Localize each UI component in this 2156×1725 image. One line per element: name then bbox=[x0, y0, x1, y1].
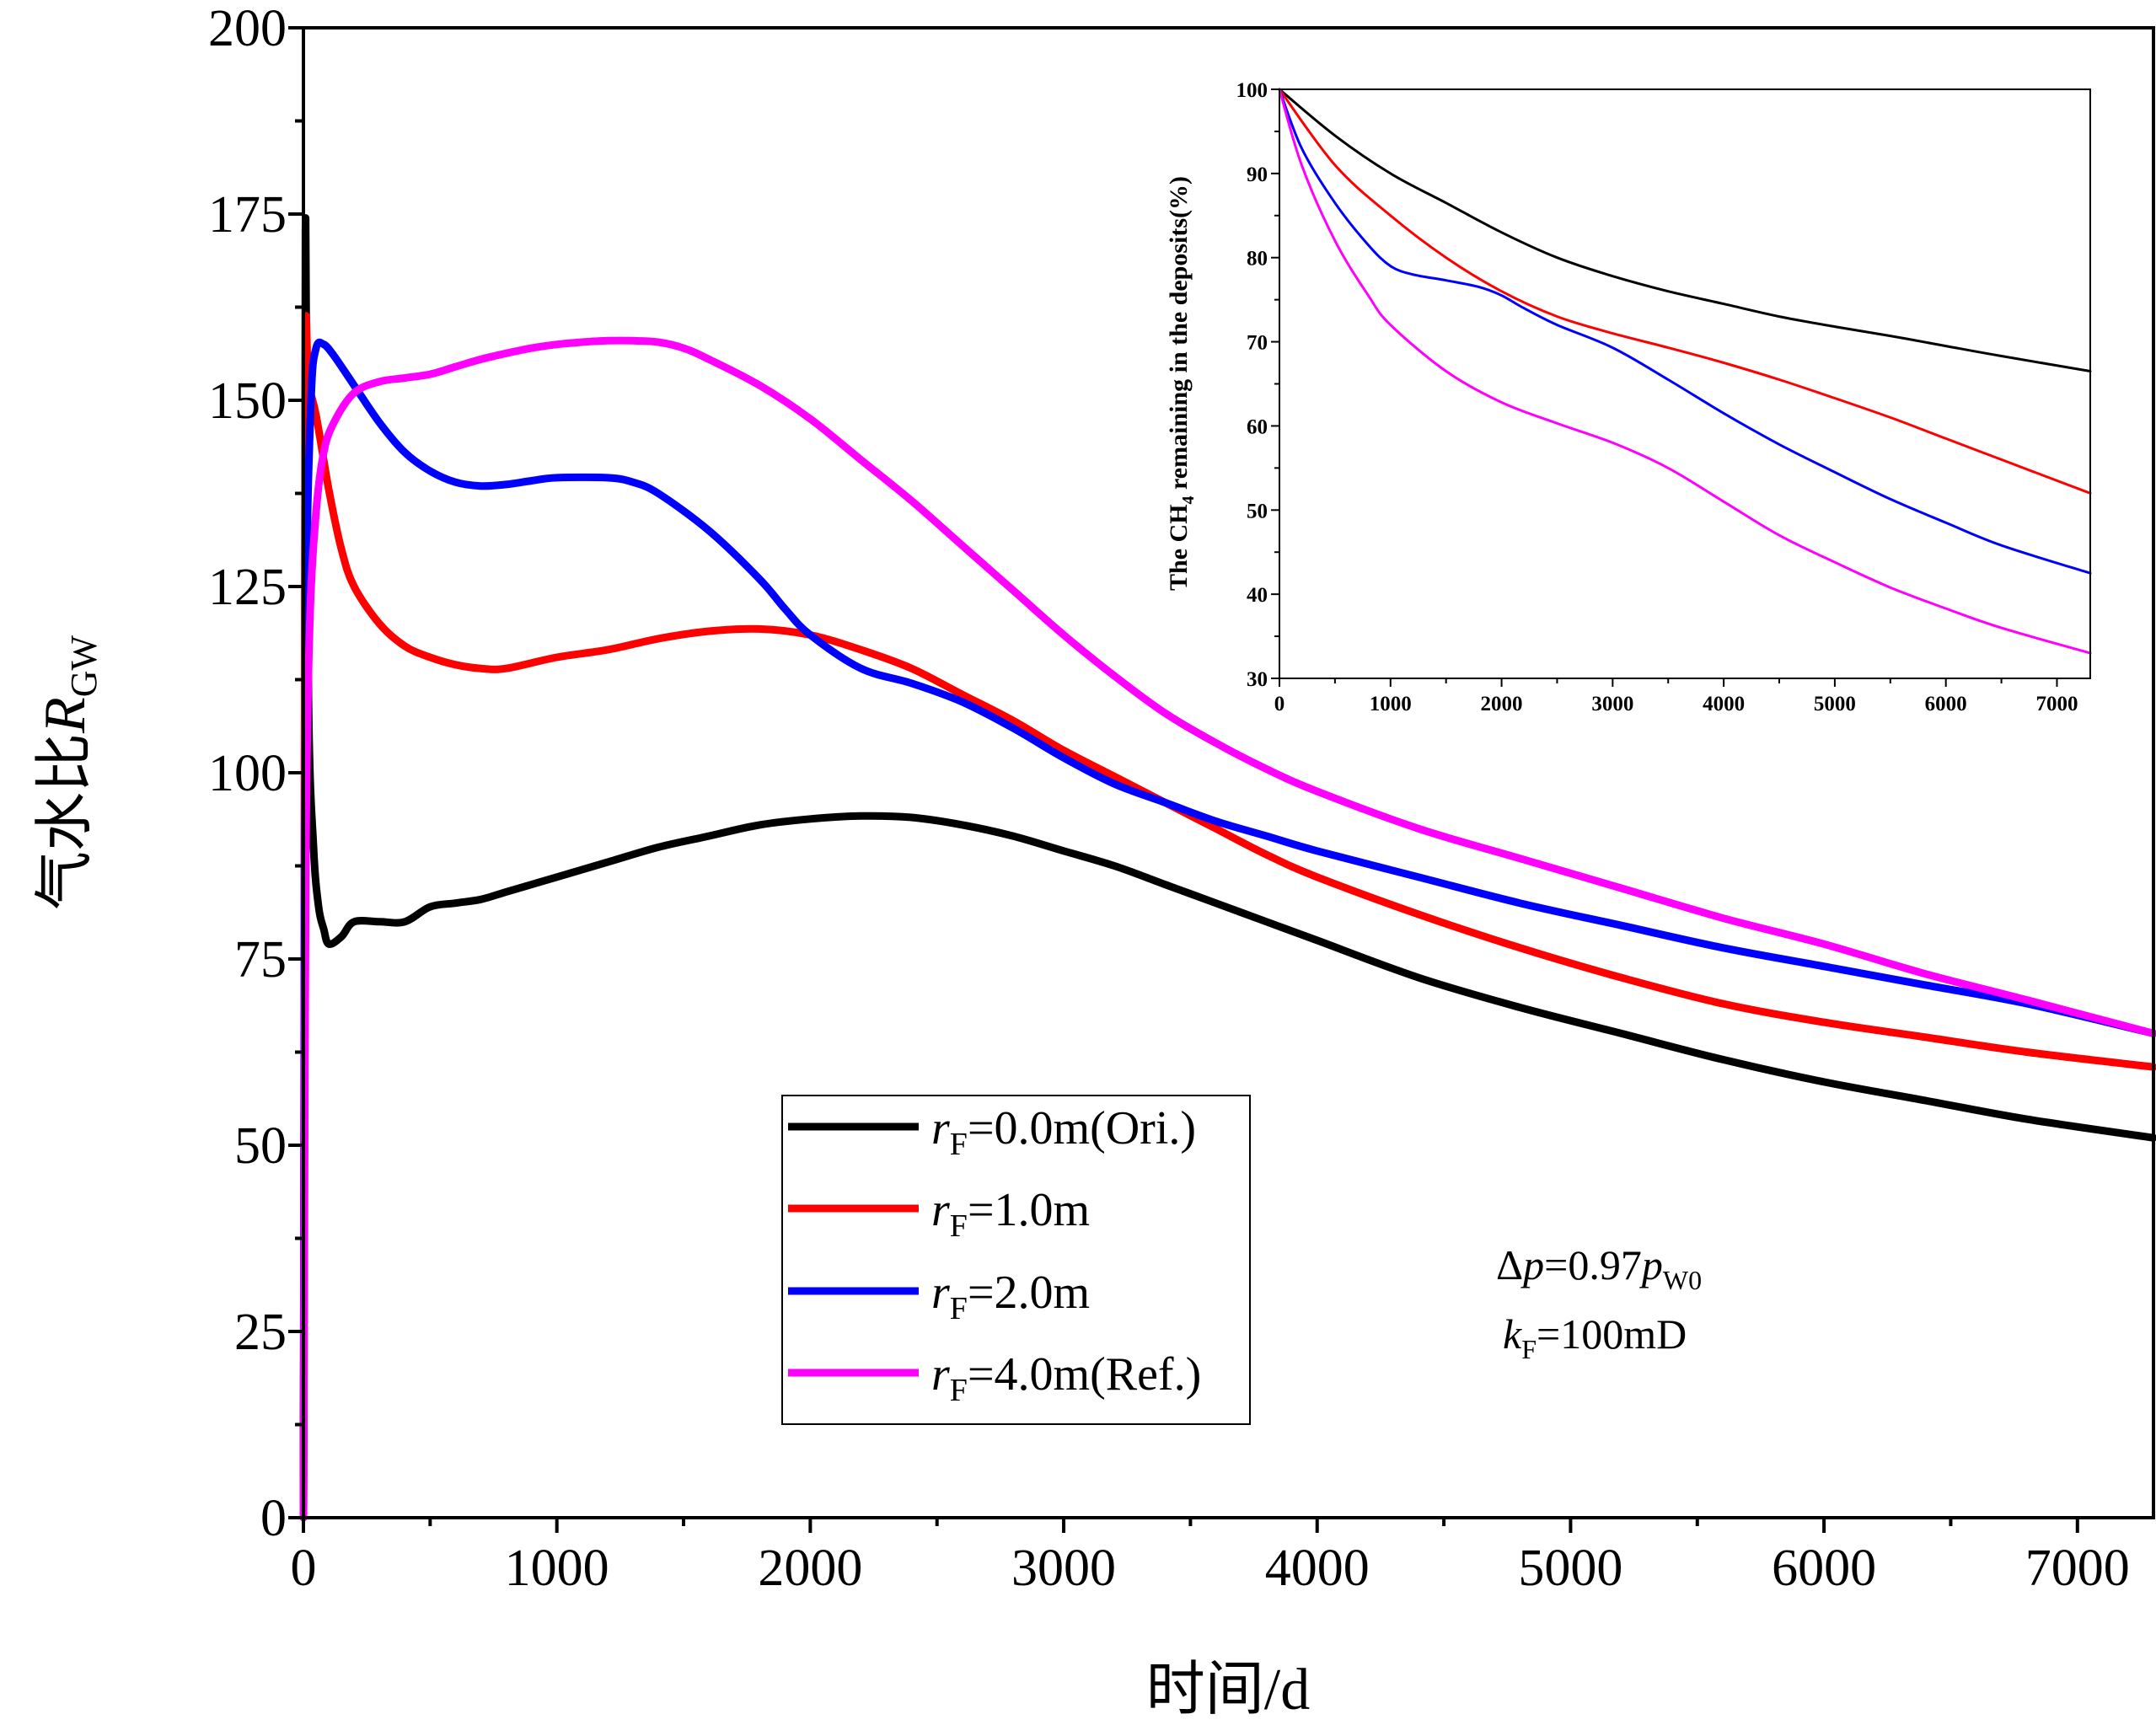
main-y-tick-label: 75 bbox=[234, 931, 287, 988]
inset-y-tick-label: 30 bbox=[1247, 668, 1268, 691]
legend-label-2: rF=2.0m bbox=[931, 1267, 1090, 1326]
inset-y-tick-label: 80 bbox=[1247, 248, 1268, 271]
main-y-tick-label: 50 bbox=[234, 1117, 287, 1175]
inset-y-tick-label: 50 bbox=[1247, 500, 1268, 522]
main-x-tick-label: 7000 bbox=[2025, 1540, 2130, 1597]
annotation-line-1: Δp=0.97pW0 bbox=[1496, 1241, 1702, 1295]
inset-series-line-2 bbox=[1278, 88, 2092, 575]
main-x-tick-label: 3000 bbox=[1011, 1540, 1116, 1597]
x-axis-title: 时间/d bbox=[1146, 1658, 1310, 1721]
inset-y-tick-label: 90 bbox=[1247, 163, 1268, 186]
main-series-line-3 bbox=[299, 336, 2156, 1522]
y-axis-title: 气水比RGW bbox=[33, 635, 105, 910]
main-x-tick-label: 4000 bbox=[1265, 1540, 1370, 1597]
main-tick-labels: 0 1000 2000 3000 4000 5000 6000 700002550751001… bbox=[208, 0, 2130, 1597]
inset-tick-labels: 0 1000 2000 3000 4000 5000 6000 7000 30 40 50 60 70 8… bbox=[1236, 79, 2078, 715]
inset-series-line-0 bbox=[1278, 88, 2092, 372]
annotation-line-2: kF=100mD bbox=[1503, 1310, 1687, 1364]
main-y-tick-label: 125 bbox=[208, 559, 287, 616]
y-axis-title-var: R bbox=[33, 697, 98, 734]
inset-x-tick-label: 4000 bbox=[1703, 693, 1745, 715]
main-y-tick-label: 200 bbox=[208, 0, 287, 57]
main-x-tick-label: 5000 bbox=[1518, 1540, 1622, 1597]
inset-x-tick-label: 3000 bbox=[1591, 693, 1633, 715]
inset-x-tick-label: 5000 bbox=[1814, 693, 1856, 715]
inset-x-tick-label: 7000 bbox=[2035, 693, 2078, 715]
main-y-tick-label: 100 bbox=[208, 745, 287, 802]
legend-label-0: rF=0.0m(Ori.) bbox=[931, 1102, 1196, 1162]
main-x-tick-label: 2000 bbox=[758, 1540, 862, 1597]
legend: rF=0.0m(Ori.) rF=1.0m rF=2.0m rF=4.0m(Re… bbox=[781, 1095, 1251, 1425]
y-axis-title-main: 气水比 bbox=[33, 733, 98, 910]
main-x-tick-label: 0 bbox=[291, 1540, 317, 1597]
main-x-tick-label: 1000 bbox=[505, 1540, 609, 1597]
inset-plot-frame bbox=[1279, 88, 2091, 679]
main-ticks-group bbox=[288, 26, 2079, 1533]
inset-y-tick-label: 70 bbox=[1247, 332, 1268, 355]
main-series-line-2 bbox=[299, 338, 2156, 1522]
inset-series-line-3 bbox=[1278, 88, 2092, 655]
y-axis-title-sub: GW bbox=[63, 635, 105, 697]
main-y-tick-label: 150 bbox=[208, 372, 287, 430]
inset-x-tick-label: 0 bbox=[1274, 693, 1285, 715]
inset-x-tick-label: 6000 bbox=[1925, 693, 1967, 715]
main-series-group bbox=[299, 214, 2156, 1522]
main-x-tick-label: 6000 bbox=[1772, 1540, 1876, 1597]
inset-y-tick-label: 100 bbox=[1236, 79, 1268, 102]
inset-plot: 0 1000 2000 3000 4000 5000 6000 7000 30 40 50 60 70 8… bbox=[1165, 79, 2092, 715]
inset-y-axis-title: The CH4 remaining in the deposits(%) bbox=[1165, 176, 1198, 591]
legend-label-1: rF=1.0m bbox=[931, 1184, 1090, 1244]
main-plot-frame bbox=[302, 26, 2155, 1519]
main-y-tick-label: 175 bbox=[208, 186, 287, 244]
inset-x-tick-label: 1000 bbox=[1370, 693, 1412, 715]
inset-background bbox=[1279, 89, 2090, 678]
inset-y-tick-label: 40 bbox=[1247, 584, 1268, 607]
main-plot: 0 1000 2000 3000 4000 5000 6000 700002550751001… bbox=[208, 0, 2156, 1597]
inset-series-line-1 bbox=[1278, 88, 2092, 495]
main-y-tick-label: 0 bbox=[260, 1490, 287, 1547]
inset-series-group bbox=[1278, 88, 2092, 655]
parameter-annotation: Δp=0.97pW0 kF=100mD bbox=[1496, 1241, 1702, 1364]
legend-label-3: rF=4.0m(Ref.) bbox=[931, 1348, 1201, 1408]
main-y-tick-label: 25 bbox=[234, 1304, 287, 1361]
inset-y-tick-label: 60 bbox=[1247, 415, 1268, 438]
inset-x-tick-label: 2000 bbox=[1481, 693, 1523, 715]
